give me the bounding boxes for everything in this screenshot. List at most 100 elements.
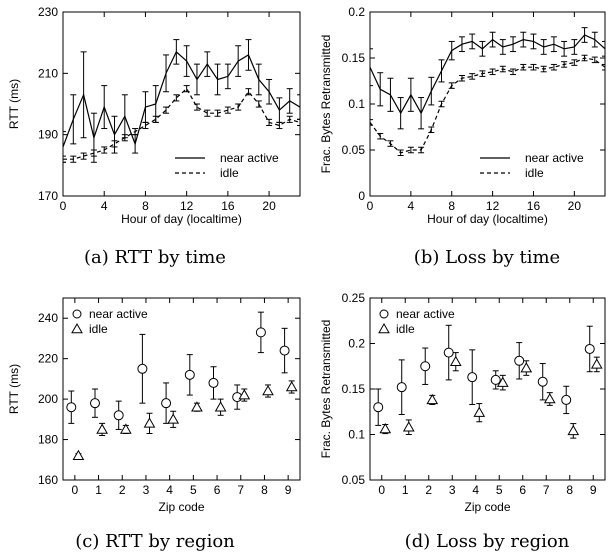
data-point: [208, 377, 219, 388]
plot-area: [63, 39, 300, 163]
chart-panel-1: 0 4 8 12 16 20 0 0.05 0.1 0.15 0.2 Hour of day (loc…: [319, 5, 606, 268]
y-tick-label: 0.2: [348, 5, 365, 19]
x-tick-label: 4: [472, 483, 479, 497]
data-point: [279, 345, 290, 356]
data-point: [96, 423, 108, 434]
y-tick-label: 220: [38, 352, 58, 366]
series-idle: [370, 54, 605, 157]
plot-area: [66, 311, 298, 460]
y-tick-label: 0: [358, 189, 365, 203]
series-line: [63, 50, 300, 148]
data-point: [191, 401, 203, 412]
data-point: [590, 358, 603, 369]
x-tick-label: 4: [408, 199, 415, 213]
data-point: [490, 374, 501, 385]
data-point: [443, 347, 454, 358]
x-tick-label: 5: [496, 483, 503, 497]
x-tick-label: 2: [119, 483, 126, 497]
data-point: [167, 413, 180, 424]
x-tick-label: 1: [95, 483, 102, 497]
x-tick-label: 16: [221, 199, 235, 213]
x-tick-label: 3: [449, 483, 456, 497]
x-tick-label: 5: [190, 483, 197, 497]
series-idle: [379, 352, 603, 439]
y-tick-label: 230: [38, 5, 58, 19]
data-point: [89, 398, 100, 409]
y-tick-label: 200: [38, 392, 58, 406]
legend-label: idle: [220, 166, 239, 180]
x-tick-label: 8: [448, 199, 455, 213]
y-tick-label: 0.2: [348, 337, 365, 351]
y-axis-label: RTT (ms): [7, 79, 21, 129]
y-tick-label: 190: [38, 128, 58, 142]
x-tick-label: 7: [237, 483, 244, 497]
data-point: [402, 421, 415, 432]
x-tick-label: 12: [486, 199, 500, 213]
series-idle: [72, 380, 298, 460]
caption: (b) Loss by time: [414, 247, 560, 268]
data-point: [137, 363, 148, 374]
data-point: [262, 385, 274, 396]
data-point: [161, 398, 172, 409]
y-axis-label: Frac. Bytes Retransmitted: [319, 320, 333, 459]
data-point: [214, 401, 227, 412]
x-tick-label: 0: [60, 199, 67, 213]
data-point: [537, 376, 548, 387]
data-point: [561, 394, 572, 405]
series-near-active: [63, 39, 300, 163]
data-point: [396, 382, 407, 393]
data-point: [543, 393, 556, 404]
legend-swatch: [72, 309, 82, 319]
data-point: [373, 402, 384, 413]
legend-label: idle: [89, 322, 108, 336]
legend-label: near active: [89, 307, 148, 321]
y-tick-label: 0.05: [342, 143, 366, 157]
series-line: [370, 34, 605, 115]
y-tick-label: 240: [38, 311, 58, 325]
data-point: [567, 424, 580, 436]
data-point: [514, 355, 525, 366]
series-idle: [63, 85, 300, 163]
data-point: [379, 423, 392, 434]
plot-area: [373, 324, 603, 439]
legend-label: idle: [525, 166, 544, 180]
series-near-active: [370, 27, 605, 130]
x-tick-label: 8: [261, 483, 268, 497]
data-point: [496, 376, 509, 387]
x-tick-label: 6: [214, 483, 221, 497]
x-tick-label: 9: [285, 483, 292, 497]
legend-label: near active: [220, 151, 279, 165]
x-tick-label: 12: [180, 199, 194, 213]
y-tick-label: 210: [38, 66, 58, 80]
plot-area: [370, 27, 605, 157]
chart-panel-2: 0 1 2 3 4 5 6 7 8 9 160 180 200 220 240 Zip code RTT (ms…: [7, 297, 301, 552]
data-point: [467, 372, 478, 383]
plot-frame: [62, 11, 301, 197]
x-tick-label: 8: [142, 199, 149, 213]
x-tick-label: 0: [367, 199, 374, 213]
data-point: [66, 402, 77, 413]
data-point: [473, 406, 486, 417]
x-tick-label: 7: [543, 483, 550, 497]
legend-swatch: [379, 309, 389, 319]
y-tick-label: 0.1: [348, 428, 365, 442]
data-point: [255, 327, 266, 338]
caption: (a) RTT by time: [84, 247, 226, 268]
data-point: [113, 410, 124, 421]
data-point: [584, 343, 595, 354]
y-tick-label: 0.1: [348, 97, 365, 111]
series-near-active: [66, 311, 290, 430]
x-axis-label: Zip code: [158, 500, 204, 514]
x-tick-label: 9: [590, 483, 597, 497]
data-point: [420, 361, 431, 372]
x-tick-label: 0: [378, 483, 385, 497]
chart-panel-0: 0 4 8 12 16 20 170 190 210 230 Hour of day (localt…: [7, 5, 301, 268]
data-point: [143, 417, 156, 428]
caption: (d) Loss by region: [405, 531, 570, 552]
data-point: [72, 449, 85, 460]
x-tick-label: 20: [262, 199, 276, 213]
